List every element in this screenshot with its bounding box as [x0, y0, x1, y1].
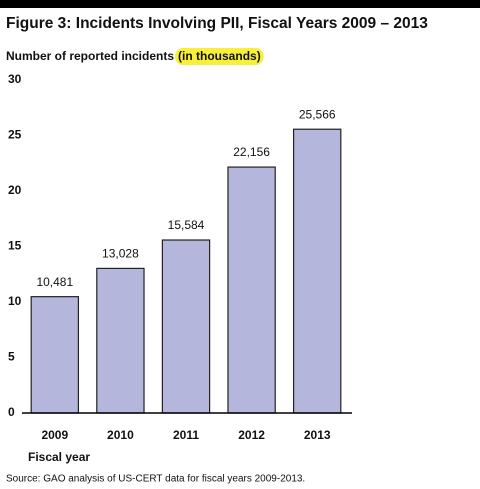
x-axis-label: Fiscal year	[28, 450, 90, 464]
value-label: 13,028	[102, 247, 139, 261]
y-axis-label: Number of reported incidents	[6, 49, 174, 63]
highlight	[175, 48, 264, 65]
value-label: 15,584	[168, 218, 205, 232]
y-tick-label: 0	[8, 405, 15, 419]
y-tick-label: 30	[8, 72, 22, 86]
value-label: 25,566	[299, 107, 336, 121]
bar	[161, 239, 211, 414]
bar	[292, 128, 342, 414]
y-tick-label: 10	[8, 294, 22, 308]
value-label: 22,156	[233, 145, 270, 159]
y-tick-label: 25	[8, 128, 22, 142]
bar	[227, 166, 276, 414]
x-tick-label: 2013	[304, 428, 331, 442]
y-tick-label: 20	[8, 183, 22, 197]
chart-title: Figure 3: Incidents Involving PII, Fisca…	[6, 15, 428, 32]
top-bar	[0, 0, 480, 8]
x-tick-label: 2009	[41, 428, 68, 442]
x-tick-label: 2010	[107, 428, 134, 442]
x-tick-label: 2012	[238, 428, 265, 442]
y-tick-label: 5	[8, 350, 15, 364]
bar	[30, 296, 80, 414]
bar	[96, 267, 145, 414]
value-label: 10,481	[36, 275, 73, 289]
y-tick-label: 15	[8, 239, 22, 253]
y-axis-label-note: (in thousands)	[178, 49, 261, 63]
x-tick-label: 2011	[173, 428, 199, 442]
source-note: Source: GAO analysis of US-CERT data for…	[6, 474, 305, 485]
